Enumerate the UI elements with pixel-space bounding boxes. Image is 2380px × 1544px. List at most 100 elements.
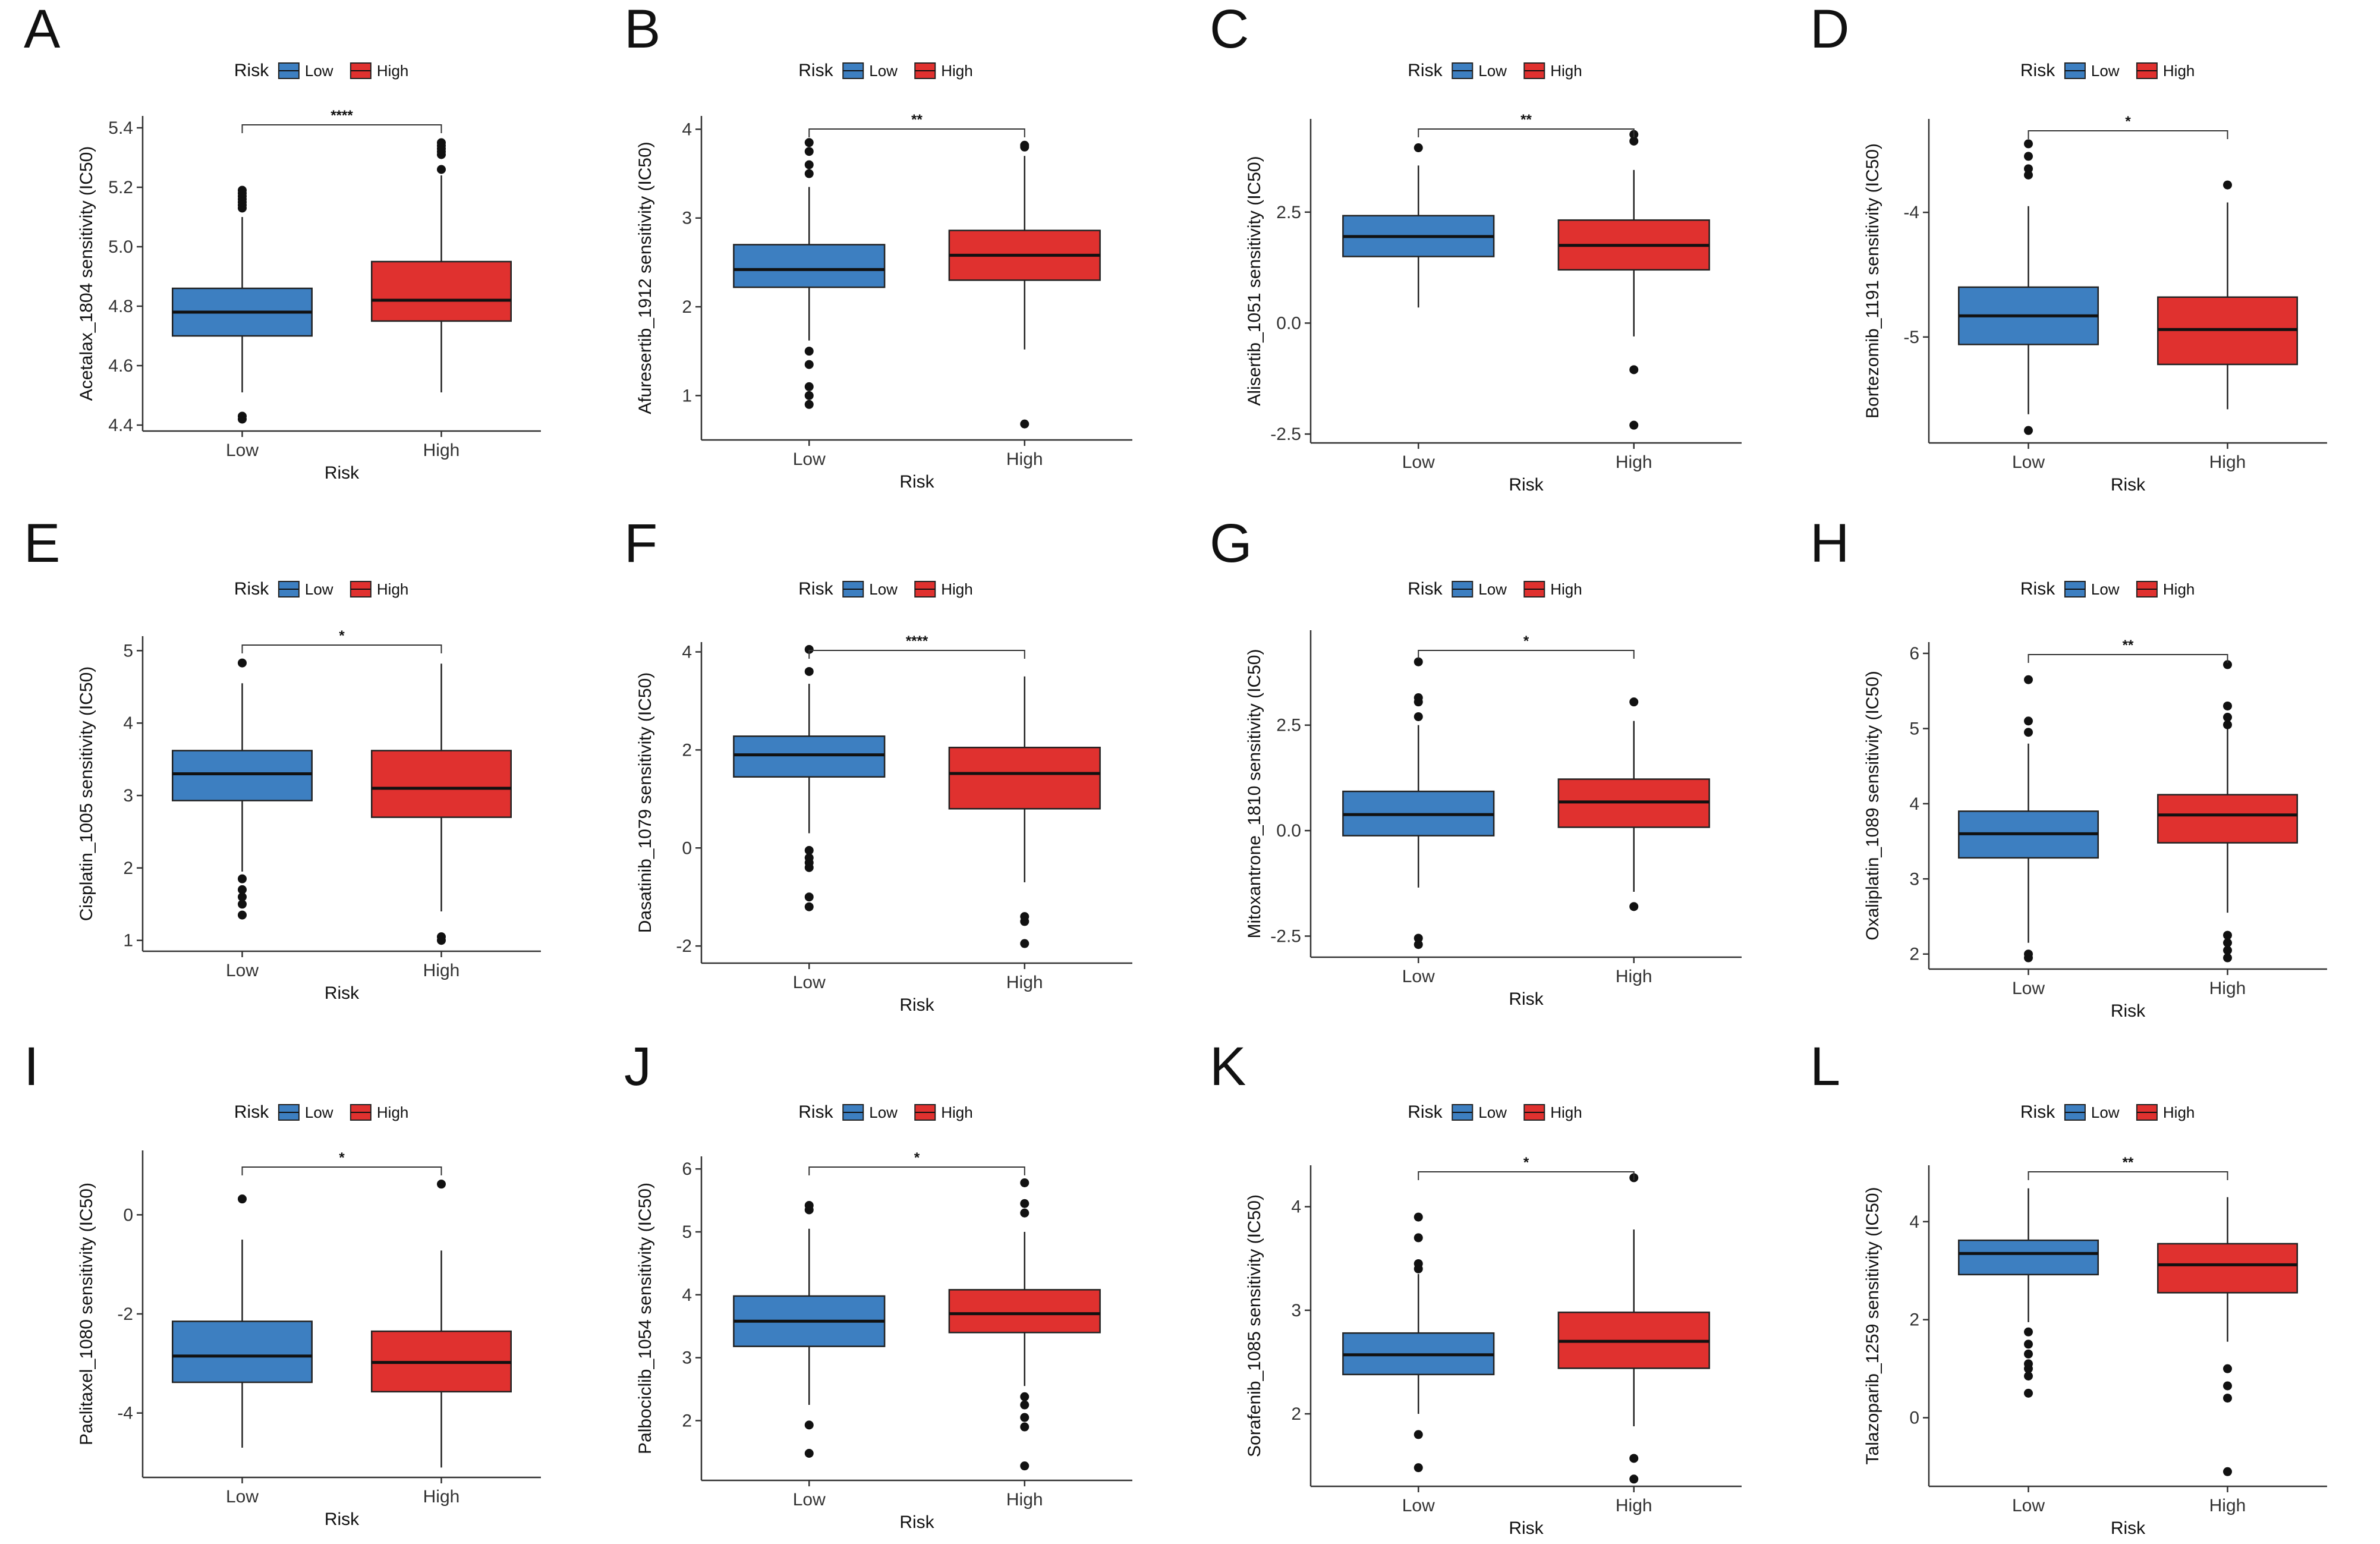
outlier-point bbox=[1020, 1461, 1030, 1471]
outlier-point bbox=[437, 1180, 446, 1189]
outlier-point bbox=[437, 138, 446, 147]
legend-label-high: High bbox=[1550, 62, 1582, 80]
outlier-point bbox=[2223, 930, 2232, 940]
box-low bbox=[1958, 139, 2099, 435]
significance-label: * bbox=[339, 1150, 345, 1166]
x-axis-title: Risk bbox=[899, 1512, 934, 1532]
x-tick-label: Low bbox=[793, 449, 826, 469]
legend-label-low: Low bbox=[305, 1103, 333, 1121]
y-tick-label: 4 bbox=[1291, 1197, 1301, 1217]
outlier-point bbox=[2024, 164, 2033, 174]
outlier-point bbox=[437, 165, 446, 174]
panel-i: I Risk Low High -4 -2 0 Low High Risk Paclitaxel_1… bbox=[24, 1036, 541, 1529]
outlier-point bbox=[804, 169, 814, 178]
x-axis-title: Risk bbox=[325, 463, 360, 483]
x-axis-title: Risk bbox=[899, 995, 934, 1015]
panel-letter: I bbox=[24, 1036, 39, 1097]
legend-title: Risk bbox=[2020, 61, 2055, 80]
y-tick-label: 2 bbox=[682, 297, 692, 317]
significance-bracket bbox=[2028, 1171, 2228, 1180]
x-tick-label: High bbox=[1616, 452, 1652, 472]
y-tick-label: 4 bbox=[123, 713, 133, 733]
x-axis-title: Risk bbox=[325, 1510, 360, 1529]
outlier-point bbox=[804, 138, 814, 147]
outlier-point bbox=[1413, 1233, 1423, 1243]
x-tick-label: Low bbox=[2012, 452, 2045, 472]
outlier-point bbox=[1413, 657, 1423, 666]
y-tick-label: 5 bbox=[682, 1222, 692, 1242]
y-tick-label: 3 bbox=[682, 1348, 692, 1368]
outlier-point bbox=[2223, 953, 2232, 963]
significance-label: ** bbox=[1520, 112, 1532, 128]
legend-label-high: High bbox=[377, 580, 408, 598]
box-low bbox=[1342, 143, 1495, 308]
x-tick-label: High bbox=[1616, 1496, 1652, 1515]
x-tick-label: High bbox=[2209, 1496, 2246, 1515]
x-axis-title: Risk bbox=[1509, 475, 1544, 495]
box-high bbox=[2157, 1197, 2298, 1476]
outlier-point bbox=[1629, 1454, 1639, 1463]
box-low bbox=[733, 644, 886, 911]
y-tick-label: -2.5 bbox=[1270, 424, 1301, 444]
y-tick-label: 5 bbox=[123, 641, 133, 661]
y-axis-title: Palbociclib_1054 sensitivity (IC50) bbox=[635, 1183, 655, 1454]
y-tick-label: 3 bbox=[123, 786, 133, 806]
panel-h: H Risk Low High 2 3 4 5 6 Low High Risk Oxaliplatin_… bbox=[1810, 513, 2327, 1021]
outlier-point bbox=[1629, 697, 1639, 707]
outlier-point bbox=[2024, 728, 2033, 737]
legend-label-low: Low bbox=[869, 580, 898, 598]
iqr-box bbox=[733, 244, 886, 288]
legend: Risk Low High bbox=[234, 1102, 408, 1122]
outlier-point bbox=[238, 658, 247, 668]
outlier-point bbox=[238, 185, 247, 195]
x-tick-label: Low bbox=[226, 1487, 259, 1507]
outlier-point bbox=[804, 391, 814, 400]
outlier-point bbox=[2024, 170, 2033, 180]
outlier-point bbox=[2223, 701, 2232, 710]
outlier-point bbox=[238, 910, 247, 920]
significance-label: **** bbox=[906, 633, 928, 649]
significance-bracket bbox=[241, 124, 442, 133]
outlier-point bbox=[1020, 1178, 1030, 1187]
y-axis-title: Alisertib_1051 sensitivity (IC50) bbox=[1245, 156, 1264, 405]
panel-letter: J bbox=[624, 1036, 651, 1097]
x-tick-label: High bbox=[1006, 449, 1043, 469]
x-tick-label: Low bbox=[1402, 967, 1435, 986]
outlier-point bbox=[804, 382, 814, 391]
outlier-point bbox=[2223, 1364, 2232, 1373]
significance-bracket bbox=[808, 1166, 1025, 1175]
y-tick-label: 3 bbox=[682, 209, 692, 228]
legend-label-low: Low bbox=[1478, 62, 1507, 80]
box-low bbox=[733, 138, 886, 409]
y-tick-label: 2.5 bbox=[1276, 203, 1301, 222]
x-tick-label: Low bbox=[2012, 979, 2045, 998]
outlier-point bbox=[238, 900, 247, 909]
x-axis-title: Risk bbox=[1509, 989, 1544, 1009]
x-tick-label: Low bbox=[226, 961, 259, 980]
box-low bbox=[172, 1194, 313, 1448]
legend: Risk Low High bbox=[2020, 61, 2195, 80]
y-tick-label: 5.0 bbox=[108, 237, 133, 257]
outlier-point bbox=[238, 885, 247, 894]
significance-bracket bbox=[808, 128, 1025, 137]
legend: Risk Low High bbox=[2020, 1102, 2195, 1122]
y-tick-label: 1 bbox=[123, 931, 133, 951]
y-tick-label: 0 bbox=[682, 838, 692, 858]
legend: Risk Low High bbox=[2020, 579, 2195, 599]
panel-letter: E bbox=[24, 513, 60, 574]
legend-label-high: High bbox=[2163, 1103, 2195, 1121]
outlier-point bbox=[1413, 143, 1423, 153]
significance-bracket bbox=[1418, 1171, 1635, 1180]
box-high bbox=[371, 138, 512, 392]
legend-title: Risk bbox=[1408, 579, 1443, 599]
outlier-point bbox=[1020, 912, 1030, 922]
outlier-point bbox=[238, 1194, 247, 1204]
legend-title: Risk bbox=[798, 1102, 833, 1122]
legend-label-high: High bbox=[941, 62, 972, 80]
y-tick-label: 0 bbox=[123, 1205, 133, 1225]
y-tick-label: 5.2 bbox=[108, 178, 133, 197]
legend-label-high: High bbox=[2163, 580, 2195, 598]
y-tick-label: 3 bbox=[1291, 1301, 1301, 1320]
outlier-point bbox=[2024, 426, 2033, 435]
